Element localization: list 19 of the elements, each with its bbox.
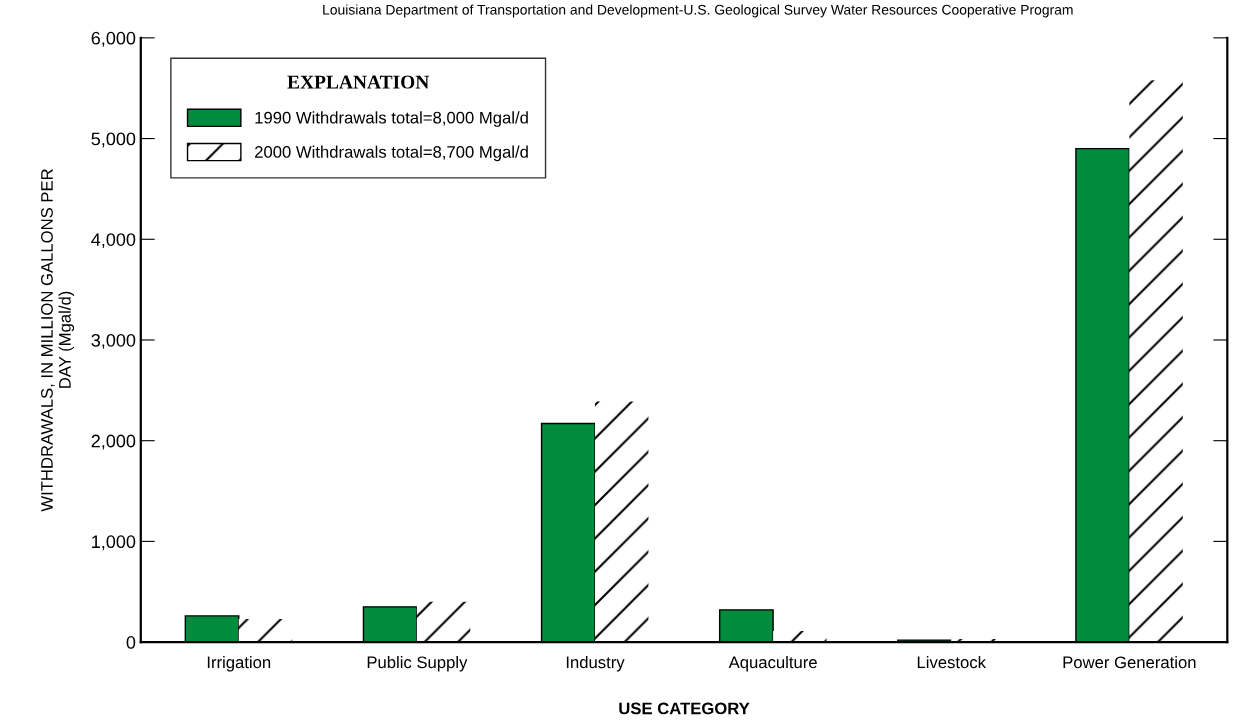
y-tick-label: 4,000 [91, 233, 136, 249]
y-tick-label: 3,000 [91, 333, 136, 349]
x-axis-title: USE CATEGORY [619, 702, 750, 715]
chart-title: Louisiana Department of Transportation and Development-U.S. Geological Survey Water Resources Cooperative Program [323, 4, 1073, 18]
x-tick-label: Aquaculture [728, 655, 817, 672]
y-tick-label: 6,000 [91, 31, 136, 47]
x-tick-label: Public Supply [367, 655, 468, 672]
legend-label: 1990 Withdrawals total=8,000 Mgal/d [255, 111, 528, 127]
x-tick-label: Power Generation [1063, 655, 1196, 669]
legend-label: 2000 Withdrawals total=8,700 Mgal/d [255, 145, 528, 162]
y-axis-title: WITHDRAWALS, IN MILLION GALLONS PER DAY (Mgal/d) [41, 169, 75, 512]
y-tick-label: 1,000 [92, 535, 136, 551]
legend-title: EXPLANATION [287, 75, 430, 89]
y-tick-label: 0 [126, 636, 136, 649]
x-tick-label: Irrigation [207, 655, 271, 672]
y-tick-label: 2,000 [91, 434, 136, 450]
y-tick-label: 5,000 [91, 132, 136, 148]
x-tick-label: Livestock [917, 655, 986, 669]
x-tick-label: Industry [566, 655, 625, 672]
